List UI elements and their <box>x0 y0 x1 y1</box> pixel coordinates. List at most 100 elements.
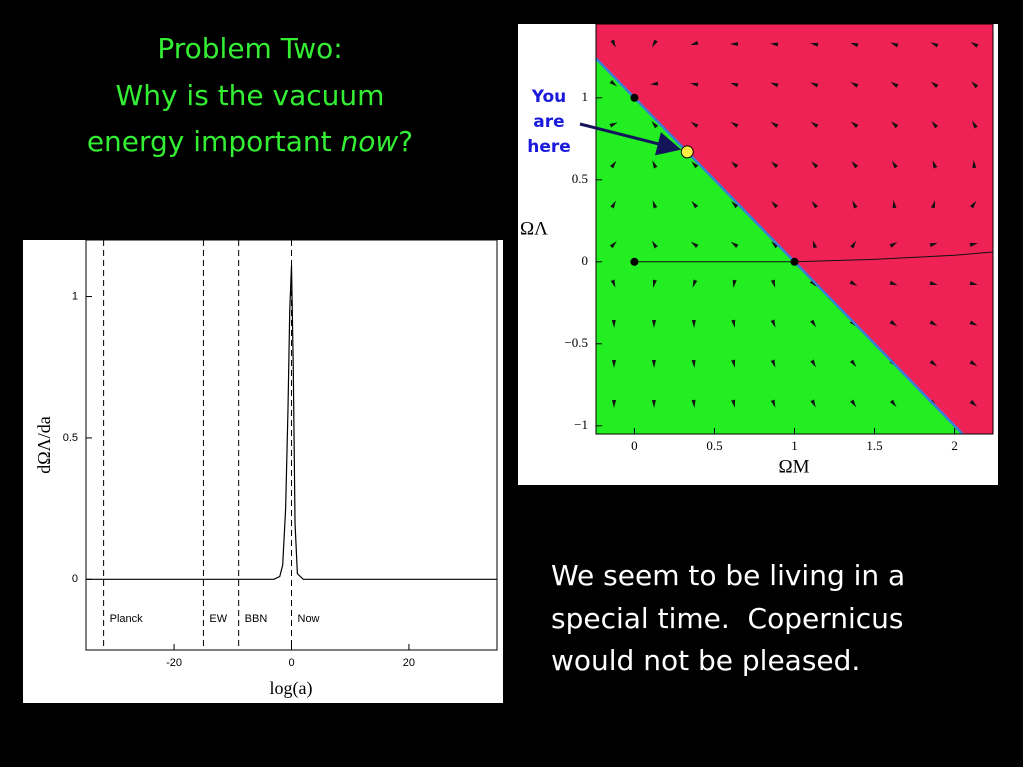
flow-arrow <box>730 161 739 169</box>
body-line: would not be pleased. <box>551 644 860 677</box>
flow-arrow <box>611 319 616 328</box>
title-part: energy important <box>87 125 341 158</box>
x-tick-label: 2 <box>951 438 958 453</box>
flow-arrow <box>610 279 616 288</box>
flow-arrow <box>652 160 658 169</box>
y-tick-label: 0.5 <box>572 171 588 186</box>
fixed-point <box>790 257 799 266</box>
flow-arrow <box>811 161 819 169</box>
x-tick-label: 1 <box>791 438 798 453</box>
flow-arrow <box>730 82 739 88</box>
title-part: ? <box>398 125 413 158</box>
flow-arrow <box>889 280 898 286</box>
flow-arrow <box>691 319 696 328</box>
flow-arrow <box>810 319 817 328</box>
flow-arrow <box>890 42 899 48</box>
epoch-label: EW <box>209 613 227 625</box>
flow-arrow <box>770 121 779 128</box>
y-tick-label: −0.5 <box>564 335 588 350</box>
flow-arrow <box>851 160 859 169</box>
flow-arrow <box>692 279 698 288</box>
y-tick-label: 0 <box>72 573 78 585</box>
you-are-here-label: You <box>531 87 567 107</box>
flow-arrow <box>771 201 779 209</box>
flow-arrow <box>969 360 978 367</box>
flow-arrow <box>969 399 978 407</box>
flow-arrow <box>652 319 657 328</box>
flow-arrow <box>969 320 978 326</box>
flow-arrow <box>852 200 858 209</box>
flow-arrow <box>969 242 978 247</box>
body-line: special time. Copernicus <box>551 602 904 635</box>
flow-arrow <box>730 241 739 248</box>
flow-arrow <box>770 319 776 328</box>
x-tick-label: -20 <box>166 657 182 669</box>
epoch-label: BBN <box>245 613 268 625</box>
flow-arrow <box>932 160 938 169</box>
flow-arrow <box>610 39 616 48</box>
flow-arrow <box>849 359 857 368</box>
flow-arrow <box>929 281 938 286</box>
flow-arrow <box>929 320 938 326</box>
y-axis-label: ΩΛ <box>520 218 548 239</box>
flow-arrow <box>690 121 699 128</box>
flow-arrow <box>731 359 736 368</box>
flow-arrow <box>651 240 658 249</box>
y-axis-label: dΩΛ/da <box>34 416 54 473</box>
flow-arrow <box>609 79 618 87</box>
flow-arrow <box>770 161 779 169</box>
flow-arrow <box>730 41 739 46</box>
flow-arrow <box>690 241 699 248</box>
flow-arrow <box>892 200 897 209</box>
you-are-here-point <box>680 145 694 159</box>
x-tick-label: 20 <box>403 657 415 669</box>
flow-arrow <box>969 281 978 286</box>
flow-arrow <box>691 359 696 368</box>
flow-arrow <box>651 359 656 368</box>
flow-arrow <box>691 161 699 169</box>
flow-arrow <box>850 121 859 129</box>
trajectory <box>634 251 994 263</box>
y-tick-label: −1 <box>574 417 588 432</box>
flow-arrow <box>970 41 979 48</box>
flow-arrow <box>810 359 816 368</box>
flow-arrow <box>850 240 857 249</box>
flat-boundary <box>595 57 964 435</box>
fixed-point <box>630 93 639 102</box>
flow-arrow <box>650 81 659 86</box>
flow-arrow <box>609 241 617 249</box>
flow-arrow <box>929 359 938 367</box>
y-tick-label: 1 <box>582 89 589 104</box>
flow-arrow <box>732 279 737 288</box>
flow-arrow <box>770 279 776 288</box>
flow-arrow <box>731 399 736 408</box>
flow-arrow <box>770 42 779 47</box>
epoch-label: Planck <box>110 613 144 625</box>
flow-arrow <box>610 160 617 169</box>
x-tick-label: 1.5 <box>866 438 882 453</box>
flow-arrow <box>929 242 938 248</box>
x-tick-label: 0 <box>288 657 294 669</box>
flow-arrow <box>811 200 819 209</box>
flow-arrow <box>771 241 779 249</box>
x-axis-label: log(a) <box>270 678 313 699</box>
flow-arrow <box>889 242 898 248</box>
title-line: Why is the vacuum <box>116 79 385 112</box>
flow-arrow <box>931 120 939 129</box>
flow-arrow <box>609 122 618 128</box>
flow-arrow <box>730 121 739 128</box>
flow-arrow <box>690 40 699 46</box>
left-panel <box>23 240 503 703</box>
flow-arrow <box>652 279 657 288</box>
flow-arrow <box>850 399 857 408</box>
x-axis-label: ΩM <box>778 456 809 477</box>
flow-arrow <box>971 120 978 129</box>
flow-arrow <box>891 121 899 129</box>
you-are-here-label: here <box>527 137 571 157</box>
flow-arrow <box>731 201 739 209</box>
flow-arrow <box>610 200 616 209</box>
flow-arrow <box>731 319 736 328</box>
flow-arrow <box>812 240 818 249</box>
flow-arrow <box>691 399 696 408</box>
